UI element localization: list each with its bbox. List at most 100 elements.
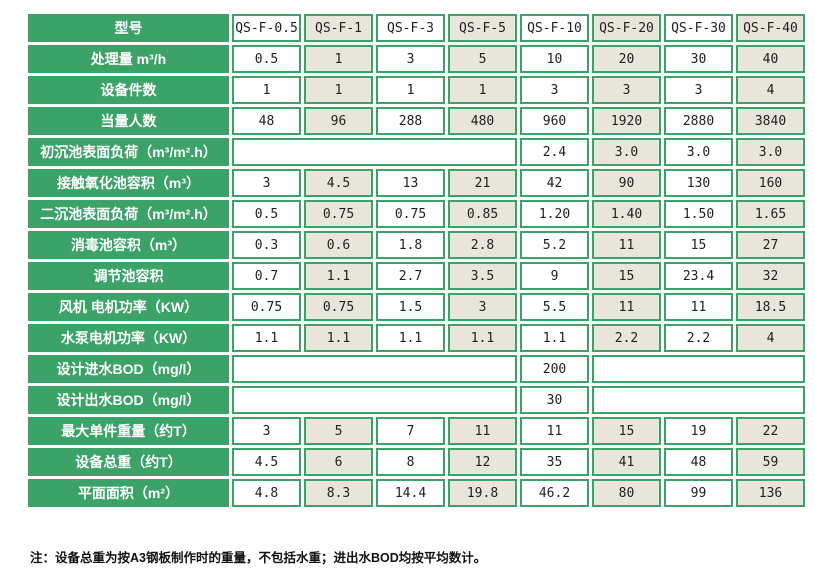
value-cell: 40 [736,45,805,73]
model-header-cell: QS-F-0.5 [232,14,301,42]
value-cell: 2.4 [520,138,589,166]
value-cell: 130 [664,169,733,197]
value-cell: 11 [448,417,517,445]
value-cell: 15 [592,262,661,290]
row-label-cell: 平面面积（m²） [28,479,229,507]
footnote: 注：设备总重为按A3钢板制作时的重量，不包括水重；进出水BOD均按平均数计。 [30,551,487,565]
value-cell: 41 [592,448,661,476]
value-cell: 0.75 [232,293,301,321]
value-cell: 46.2 [520,479,589,507]
value-cell: 48 [664,448,733,476]
row-label-cell: 初沉池表面负荷（m³/m².h） [28,138,229,166]
value-cell: 0.75 [376,200,445,228]
value-cell: 96 [304,107,373,135]
value-cell: 1.8 [376,231,445,259]
value-cell: 3 [376,45,445,73]
value-cell: 3840 [736,107,805,135]
value-cell: 12 [448,448,517,476]
value-cell: 4 [736,324,805,352]
value-cell: 15 [664,231,733,259]
table-row: 接触氧化池容积（m³） 3 4.5 13 21 42 90 130 160 [28,169,805,197]
row-label-cell: 设计进水BOD（mg/l） [28,355,229,383]
value-cell: 3 [232,169,301,197]
row-label-cell: 设计出水BOD（mg/l） [28,386,229,414]
value-cell: 1.40 [592,200,661,228]
value-cell: 1 [448,76,517,104]
value-cell: 3 [448,293,517,321]
value-cell: 19 [664,417,733,445]
value-cell: 2.2 [664,324,733,352]
model-header-cell: QS-F-3 [376,14,445,42]
table-row: 平面面积（m²） 4.8 8.3 14.4 19.8 46.2 80 99 136 [28,479,805,507]
value-cell: 136 [736,479,805,507]
row-label-cell: 设备总重（约T） [28,448,229,476]
model-header-cell: QS-F-5 [448,14,517,42]
value-cell: 0.6 [304,231,373,259]
value-cell: 4.5 [304,169,373,197]
table-row: 当量人数 48 96 288 480 960 1920 2880 3840 [28,107,805,135]
value-cell: 19.8 [448,479,517,507]
value-cell: 1920 [592,107,661,135]
table-row: 设备总重（约T） 4.5 6 8 12 35 41 48 59 [28,448,805,476]
table-row: 调节池容积 0.7 1.1 2.7 3.5 9 15 23.4 32 [28,262,805,290]
row-label-cell: 处理量 m³/h [28,45,229,73]
value-cell: 11 [592,231,661,259]
value-cell: 1.50 [664,200,733,228]
value-cell: 4.5 [232,448,301,476]
row-label-cell: 二沉池表面负荷（m³/m².h） [28,200,229,228]
value-cell: 3 [592,76,661,104]
value-cell: 0.85 [448,200,517,228]
value-cell: 2.2 [592,324,661,352]
value-cell: 6 [304,448,373,476]
empty-merged-cell [232,138,517,166]
value-cell: 32 [736,262,805,290]
value-cell: 23.4 [664,262,733,290]
empty-merged-cell [592,386,805,414]
header-row: 型号 QS-F-0.5 QS-F-1 QS-F-3 QS-F-5 QS-F-10 QS-F-… [28,14,805,42]
value-cell: 0.5 [232,45,301,73]
table-row: 最大单件重量（约T） 3 5 7 11 11 15 19 22 [28,417,805,445]
value-cell: 18.5 [736,293,805,321]
value-cell: 42 [520,169,589,197]
table-row: 设计出水BOD（mg/l） 30 [28,386,805,414]
empty-merged-cell [232,355,517,383]
value-cell: 5 [448,45,517,73]
value-cell: 2.7 [376,262,445,290]
value-cell: 1 [376,76,445,104]
value-cell: 90 [592,169,661,197]
model-header-cell: QS-F-40 [736,14,805,42]
row-label-cell: 当量人数 [28,107,229,135]
row-label-cell: 风机 电机功率（KW） [28,293,229,321]
value-cell: 1.5 [376,293,445,321]
row-label-cell: 最大单件重量（约T） [28,417,229,445]
row-label-cell: 接触氧化池容积（m³） [28,169,229,197]
value-cell: 27 [736,231,805,259]
value-cell: 3.0 [736,138,805,166]
value-cell: 30 [664,45,733,73]
value-cell: 5 [304,417,373,445]
value-cell: 80 [592,479,661,507]
table-row: 设备件数 1 1 1 1 3 3 3 4 [28,76,805,104]
corner-label-cell: 型号 [28,14,229,42]
value-cell: 7 [376,417,445,445]
value-cell: 11 [520,417,589,445]
value-cell: 1.1 [232,324,301,352]
table-row: 初沉池表面负荷（m³/m².h） 2.4 3.0 3.0 3.0 [28,138,805,166]
value-cell: 15 [592,417,661,445]
table-row: 消毒池容积（m³） 0.3 0.6 1.8 2.8 5.2 11 15 27 [28,231,805,259]
value-cell: 21 [448,169,517,197]
value-cell: 1 [304,45,373,73]
value-cell: 1 [232,76,301,104]
value-cell: 288 [376,107,445,135]
value-cell: 4 [736,76,805,104]
value-cell: 3.0 [592,138,661,166]
value-cell: 0.5 [232,200,301,228]
value-cell: 48 [232,107,301,135]
value-cell: 3 [664,76,733,104]
value-cell: 1.1 [304,324,373,352]
value-cell: 11 [664,293,733,321]
value-cell: 22 [736,417,805,445]
table-row: 设计进水BOD（mg/l） 200 [28,355,805,383]
model-header-cell: QS-F-1 [304,14,373,42]
value-cell: 30 [520,386,589,414]
